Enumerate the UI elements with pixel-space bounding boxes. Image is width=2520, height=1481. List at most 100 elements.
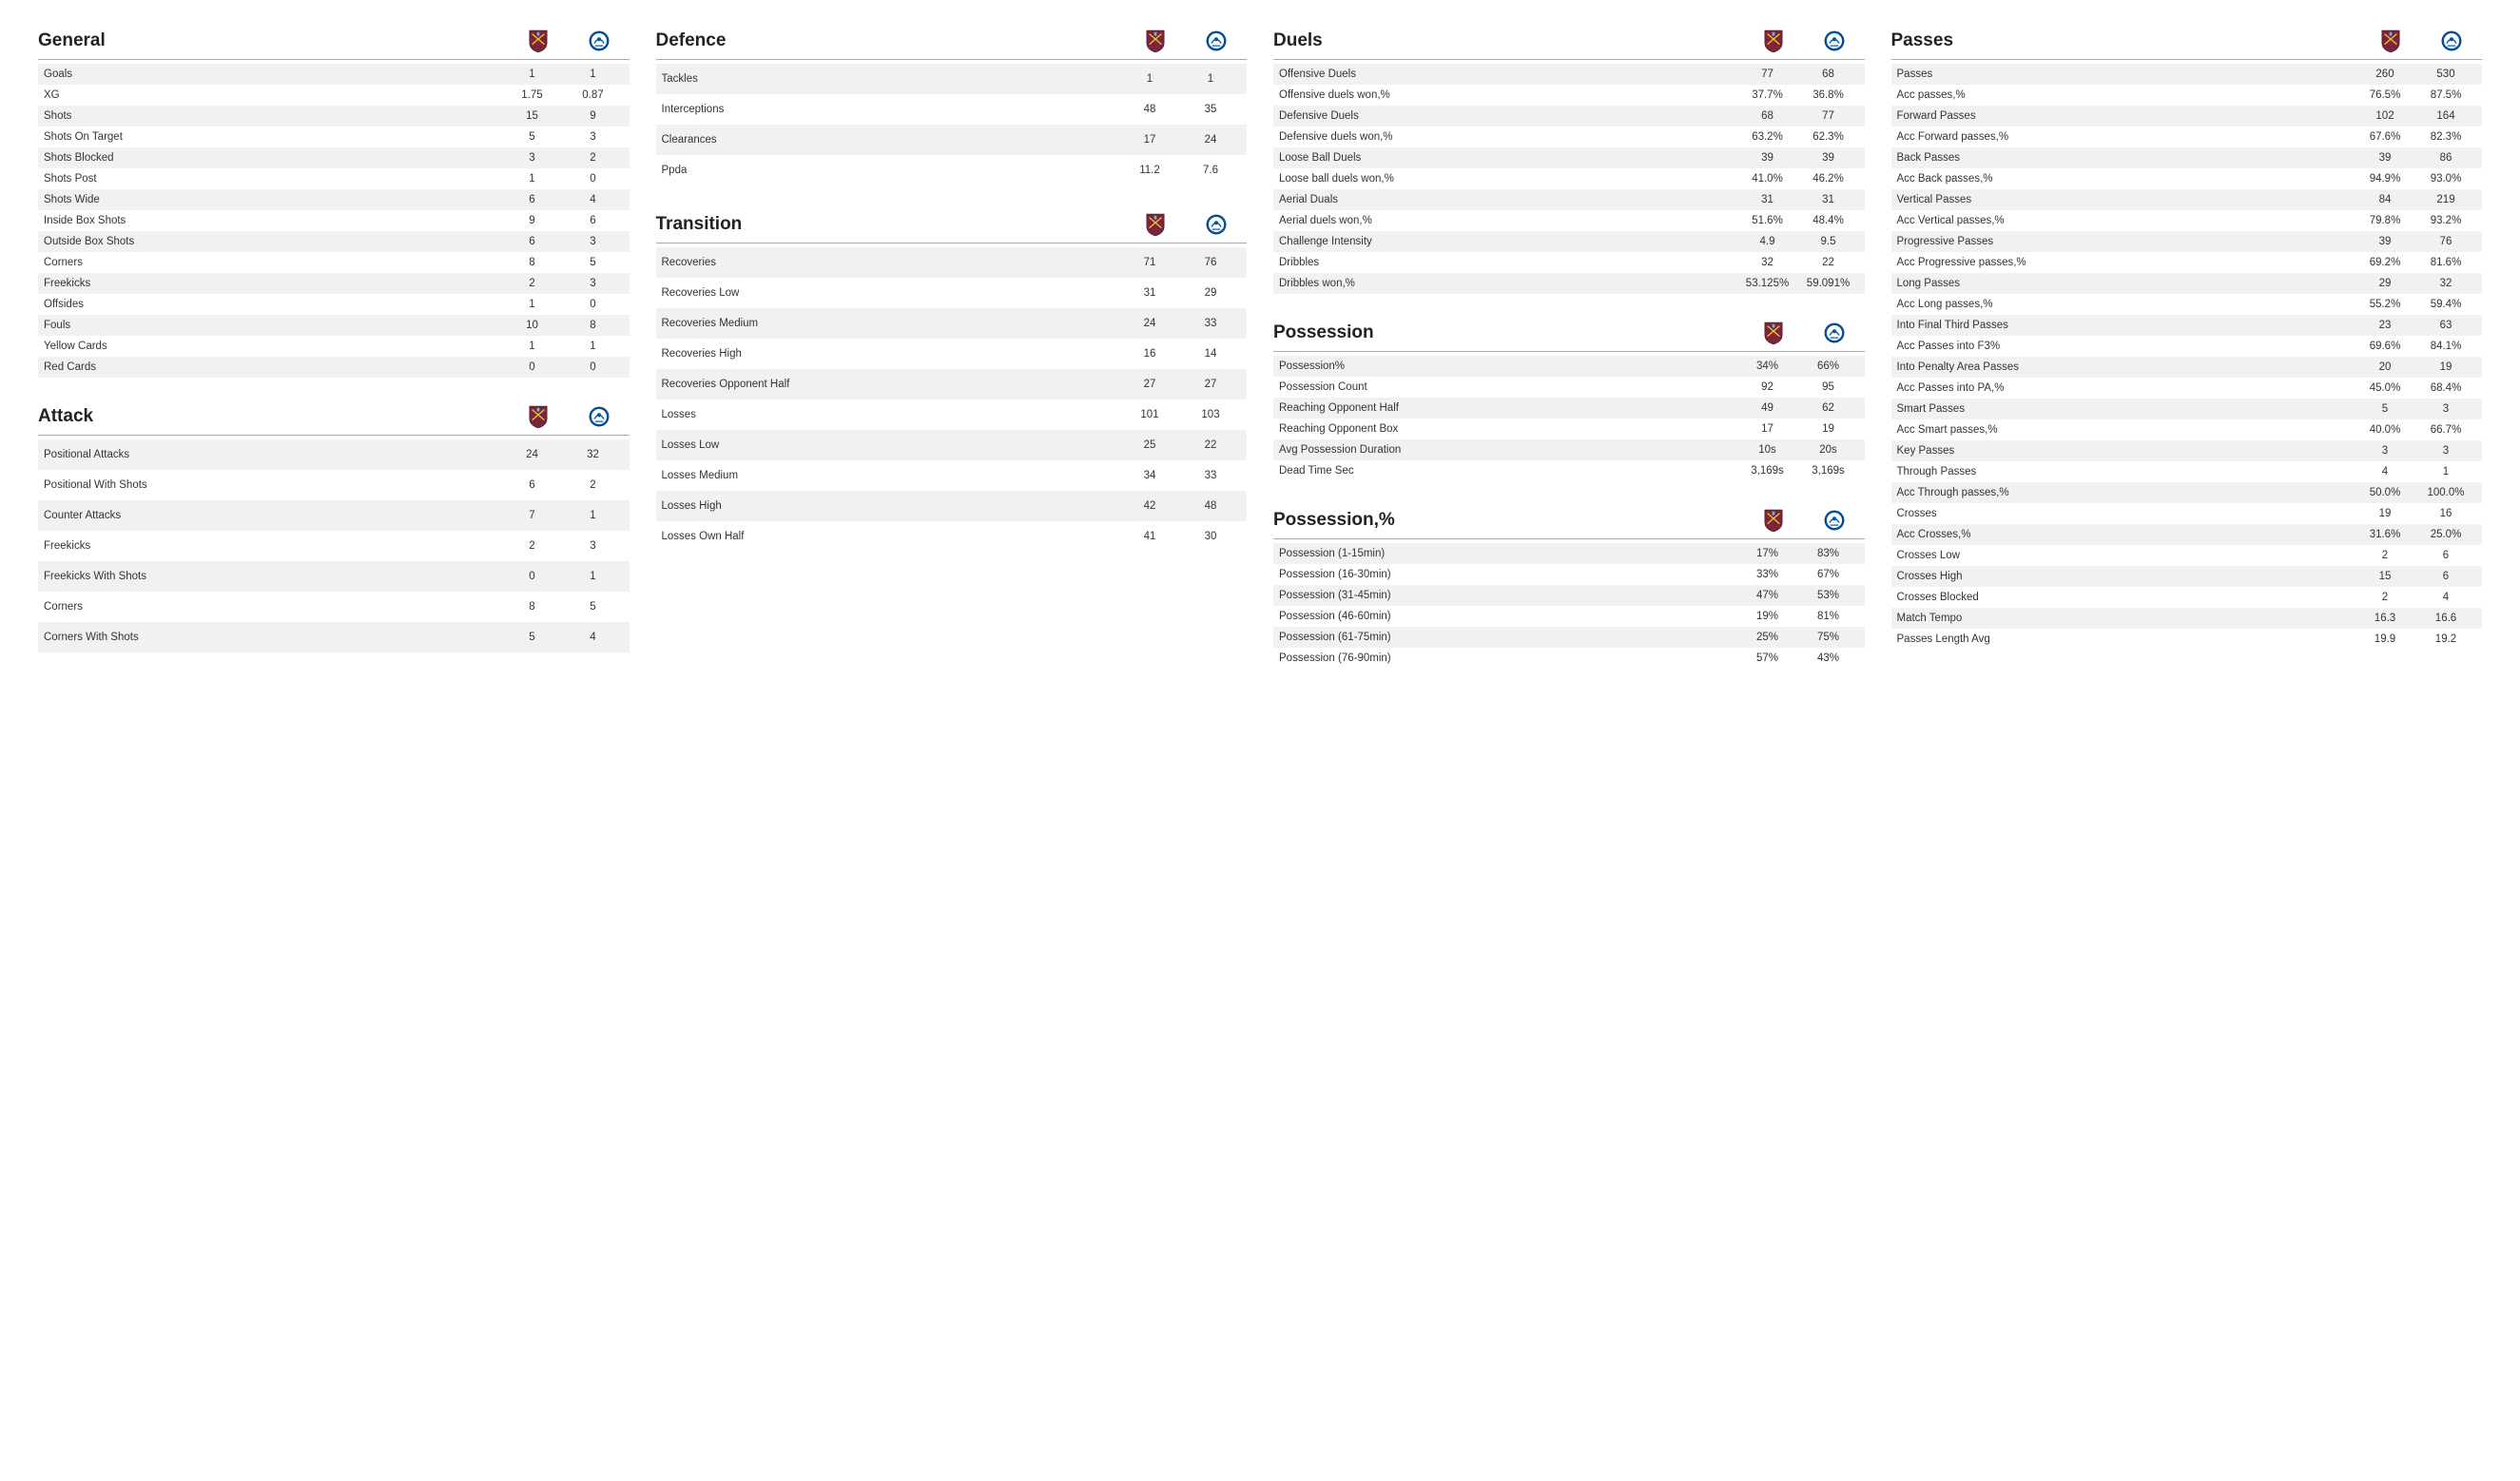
- stat-away-value: 16.6: [2415, 613, 2476, 624]
- stat-away-value: 66%: [1798, 361, 1859, 372]
- stat-away-value: 6: [2415, 550, 2476, 561]
- stat-home-value: 84: [2355, 194, 2415, 205]
- stat-home-value: 29: [2355, 278, 2415, 289]
- stat-away-value: 19: [2415, 361, 2476, 373]
- table-row: Possession (46-60min) 19% 81%: [1273, 606, 1865, 627]
- stat-label: Tackles: [662, 73, 1120, 85]
- stat-label: Acc Passes into PA,%: [1897, 382, 2355, 394]
- section-rows: Goals 1 1 XG 1.75 0.87 Shots 15 9 Shots …: [38, 64, 630, 378]
- stat-home-value: 6: [502, 236, 563, 247]
- stat-label: Avg Possession Duration: [1279, 444, 1737, 456]
- table-row: Reaching Opponent Half 49 62: [1273, 398, 1865, 419]
- stat-home-value: 0: [502, 361, 563, 373]
- table-row: Match Tempo 16.3 16.6: [1891, 608, 2483, 629]
- stat-away-value: 3,169s: [1798, 465, 1859, 477]
- stat-label: Reaching Opponent Box: [1279, 423, 1737, 435]
- stat-label: Possession (16-30min): [1279, 569, 1737, 580]
- stat-label: Recoveries Opponent Half: [662, 379, 1120, 390]
- section-header: Attack: [38, 404, 630, 436]
- section-title: General: [38, 30, 508, 51]
- stat-away-value: 6: [563, 215, 624, 226]
- table-row: Losses Medium 34 33: [656, 460, 1248, 491]
- table-row: Through Passes 4 1: [1891, 461, 2483, 482]
- stat-away-value: 1: [563, 68, 624, 80]
- stat-away-value: 3: [563, 131, 624, 143]
- stat-label: Ppda: [662, 165, 1120, 176]
- table-row: Back Passes 39 86: [1891, 147, 2483, 168]
- section-header: Possession: [1273, 321, 1865, 352]
- stat-label: Defensive Duels: [1279, 110, 1737, 122]
- stat-away-value: 1: [563, 341, 624, 352]
- stat-label: Acc passes,%: [1897, 89, 2355, 101]
- table-row: Losses High 42 48: [656, 491, 1248, 521]
- table-row: Interceptions 48 35: [656, 94, 1248, 125]
- stat-away-value: 67%: [1798, 569, 1859, 580]
- section-header: Defence: [656, 29, 1248, 60]
- table-row: Red Cards 0 0: [38, 357, 630, 378]
- table-row: Acc Passes into F3% 69.6% 84.1%: [1891, 336, 2483, 357]
- stat-away-value: 82.3%: [2415, 131, 2476, 143]
- section-title: Passes: [1891, 30, 2361, 51]
- stat-label: Shots Post: [44, 173, 502, 185]
- section-header: Passes: [1891, 29, 2483, 60]
- stat-home-value: 17: [1119, 134, 1180, 146]
- table-row: Progressive Passes 39 76: [1891, 231, 2483, 252]
- stat-away-value: 6: [2415, 571, 2476, 582]
- stat-away-value: 95: [1798, 381, 1859, 393]
- stat-home-value: 1: [502, 341, 563, 352]
- section-general: General Goals 1 1 XG 1.75 0.87 Shots 15 …: [38, 29, 630, 378]
- stat-home-value: 17: [1737, 423, 1798, 435]
- stat-home-value: 1: [502, 299, 563, 310]
- stat-home-value: 260: [2355, 68, 2415, 80]
- stat-home-value: 92: [1737, 381, 1798, 393]
- table-row: Crosses Low 2 6: [1891, 545, 2483, 566]
- home-crest-icon: [1743, 29, 1804, 53]
- stat-label: Key Passes: [1897, 445, 2355, 457]
- stat-away-value: 20s: [1798, 444, 1859, 456]
- stat-label: Long Passes: [1897, 278, 2355, 289]
- away-crest-icon: [1804, 321, 1865, 345]
- stat-home-value: 77: [1737, 68, 1798, 80]
- section-header: General: [38, 29, 630, 60]
- stat-home-value: 16: [1119, 348, 1180, 360]
- stat-label: Crosses Blocked: [1897, 592, 2355, 603]
- stat-away-value: 4: [563, 194, 624, 205]
- stat-away-value: 66.7%: [2415, 424, 2476, 436]
- stat-away-value: 25.0%: [2415, 529, 2476, 540]
- table-row: Into Penalty Area Passes 20 19: [1891, 357, 2483, 378]
- section-rows: Positional Attacks 24 32 Positional With…: [38, 439, 630, 653]
- table-row: Freekicks 2 3: [38, 273, 630, 294]
- stat-home-value: 71: [1119, 257, 1180, 268]
- stat-home-value: 3,169s: [1737, 465, 1798, 477]
- table-row: Recoveries 71 76: [656, 247, 1248, 278]
- stat-label: Through Passes: [1897, 466, 2355, 477]
- stat-away-value: 9: [563, 110, 624, 122]
- stat-away-value: 219: [2415, 194, 2476, 205]
- stat-label: XG: [44, 89, 502, 101]
- stat-label: Match Tempo: [1897, 613, 2355, 624]
- stat-home-value: 2: [2355, 592, 2415, 603]
- stat-home-value: 79.8%: [2355, 215, 2415, 226]
- stat-label: Reaching Opponent Half: [1279, 402, 1737, 414]
- stat-away-value: 39: [1798, 152, 1859, 164]
- table-row: Passes 260 530: [1891, 64, 2483, 85]
- away-crest-icon: [569, 404, 630, 429]
- table-row: Acc Progressive passes,% 69.2% 81.6%: [1891, 252, 2483, 273]
- stat-away-value: 0: [563, 299, 624, 310]
- stat-home-value: 101: [1119, 409, 1180, 420]
- section-rows: Recoveries 71 76 Recoveries Low 31 29 Re…: [656, 247, 1248, 552]
- stat-away-value: 1: [563, 510, 624, 521]
- table-row: Avg Possession Duration 10s 20s: [1273, 439, 1865, 460]
- table-row: Loose ball duels won,% 41.0% 46.2%: [1273, 168, 1865, 189]
- stat-label: Dead Time Sec: [1279, 465, 1737, 477]
- section-title: Attack: [38, 406, 508, 427]
- stat-away-value: 33: [1180, 318, 1241, 329]
- stat-label: Recoveries Low: [662, 287, 1120, 299]
- section-defence: Defence Tackles 1 1 Interceptions 48 35 …: [656, 29, 1248, 185]
- stat-home-value: 16.3: [2355, 613, 2415, 624]
- table-row: Acc Smart passes,% 40.0% 66.7%: [1891, 419, 2483, 440]
- stat-home-value: 7: [502, 510, 563, 521]
- stat-label: Clearances: [662, 134, 1120, 146]
- stat-label: Acc Vertical passes,%: [1897, 215, 2355, 226]
- stat-label: Acc Progressive passes,%: [1897, 257, 2355, 268]
